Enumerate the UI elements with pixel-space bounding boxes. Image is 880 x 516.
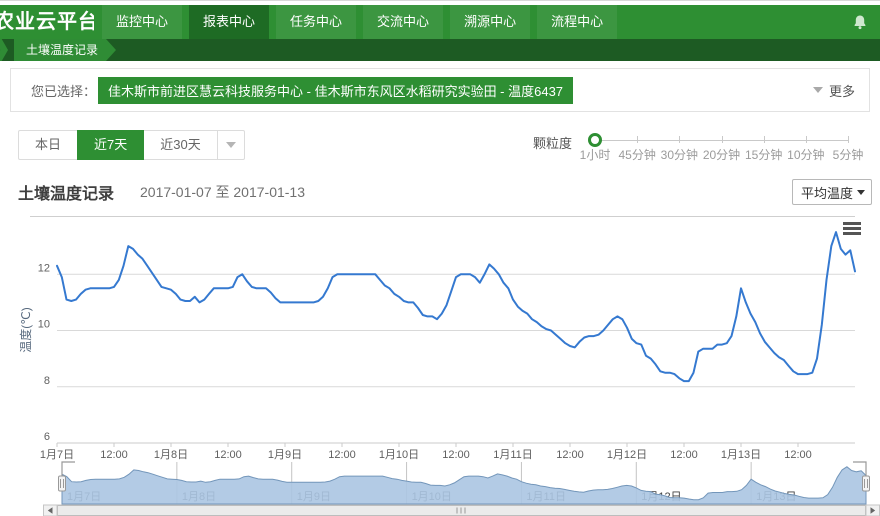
breadcrumb-current[interactable]: 土壤温度记录 <box>14 39 116 61</box>
x-axis-tick-label: 1月13日 <box>721 449 761 461</box>
navigator-area-series <box>62 467 866 504</box>
y-axis-tick-label: 10 <box>38 319 50 331</box>
app-logo-title: 农业云平台 <box>0 5 94 39</box>
x-axis-tick-label: 12:00 <box>442 449 470 461</box>
y-axis-title: 温度(℃) <box>18 307 33 352</box>
navigator-left-handle[interactable] <box>59 476 66 491</box>
granularity-tick <box>806 136 807 143</box>
date-range-button-group: 本日 近7天 近30天 <box>18 130 245 160</box>
x-axis-tick-label: 12:00 <box>784 449 812 461</box>
breadcrumb-bar: 土壤温度记录 <box>0 39 880 61</box>
x-axis-tick-label: 1月11日 <box>493 449 533 461</box>
navigator-outline-left <box>62 462 75 476</box>
x-axis-tick-label: 12:00 <box>670 449 698 461</box>
main-nav: 监控中心 报表中心 任务中心 交流中心 溯源中心 流程中心 <box>102 5 624 39</box>
granularity-tick <box>637 136 638 143</box>
granularity-tick <box>722 136 723 143</box>
metric-select[interactable]: 平均温度 <box>792 179 872 205</box>
range-button-last30days[interactable]: 近30天 <box>143 130 217 160</box>
range-button-today[interactable]: 本日 <box>18 130 78 160</box>
nav-item-process-center[interactable]: 流程中心 <box>537 5 617 39</box>
x-axis-tick-label: 1月10日 <box>379 449 419 461</box>
range-dropdown-button[interactable] <box>217 130 245 160</box>
top-navbar: 农业云平台 监控中心 报表中心 任务中心 交流中心 溯源中心 流程中心 <box>0 5 880 39</box>
navigator-right-handle[interactable] <box>863 476 870 491</box>
page-title: 土壤温度记录 <box>18 180 114 204</box>
x-axis-tick-label: 12:00 <box>328 449 356 461</box>
x-axis-tick-label: 12:00 <box>214 449 242 461</box>
x-axis-tick-label: 12:00 <box>556 449 584 461</box>
selected-sensor-badge[interactable]: 佳木斯市前进区慧云科技服务中心 - 佳木斯市东风区水稻研究实验田 - 温度643… <box>98 77 573 104</box>
granularity-tick <box>679 136 680 143</box>
range-button-last7days[interactable]: 近7天 <box>77 130 144 160</box>
x-axis-tick-label: 1月7日 <box>40 449 74 461</box>
metric-select-value: 平均温度 <box>793 183 857 202</box>
nav-item-report-center[interactable]: 报表中心 <box>189 5 269 39</box>
caret-down-icon <box>226 142 236 148</box>
bell-icon[interactable] <box>852 14 868 30</box>
nav-item-task-center[interactable]: 任务中心 <box>276 5 356 39</box>
nav-item-traceability-center[interactable]: 溯源中心 <box>450 5 530 39</box>
chart-scrollbar[interactable] <box>44 505 880 516</box>
y-axis-tick-label: 6 <box>44 431 50 443</box>
y-axis-tick-label: 12 <box>38 262 50 274</box>
x-axis-tick-label: 1月9日 <box>268 449 302 461</box>
x-axis-tick-label: 1月8日 <box>154 449 188 461</box>
caret-down-icon <box>813 87 823 93</box>
report-date-range: 2017-01-07 至 2017-01-13 <box>140 182 305 202</box>
granularity-tick <box>848 136 849 143</box>
x-axis-tick-label: 1月12日 <box>607 449 647 461</box>
scrollbar-right-button[interactable] <box>866 505 880 516</box>
granularity-option-5分钟[interactable]: 5分钟 <box>818 146 878 163</box>
caret-down-icon <box>857 190 865 195</box>
granularity-slider[interactable]: 1小时45分钟30分钟20分钟15分钟10分钟5分钟 <box>588 126 860 166</box>
y-axis-tick-label: 8 <box>44 375 50 387</box>
selection-panel: 您已选择： 佳木斯市前进区慧云科技服务中心 - 佳木斯市东风区水稻研究实验田 -… <box>10 68 870 112</box>
granularity-tick <box>764 136 765 143</box>
selection-label: 您已选择： <box>31 81 96 100</box>
temperature-chart: 6 8 10 12 温度(℃) 1月7日 12:00 1月8日 12:00 1月9日 12:00 1月… <box>0 216 880 516</box>
x-axis-tick-label: 12:00 <box>100 449 128 461</box>
breadcrumb-chevron-icon <box>0 39 8 61</box>
more-label: 更多 <box>829 81 855 100</box>
temperature-line-series <box>57 232 855 381</box>
granularity-slider-handle[interactable] <box>588 133 602 147</box>
nav-item-communication-center[interactable]: 交流中心 <box>363 5 443 39</box>
scrollbar-left-button[interactable] <box>44 505 58 516</box>
nav-item-monitor-center[interactable]: 监控中心 <box>102 5 182 39</box>
more-button[interactable]: 更多 <box>813 69 855 111</box>
